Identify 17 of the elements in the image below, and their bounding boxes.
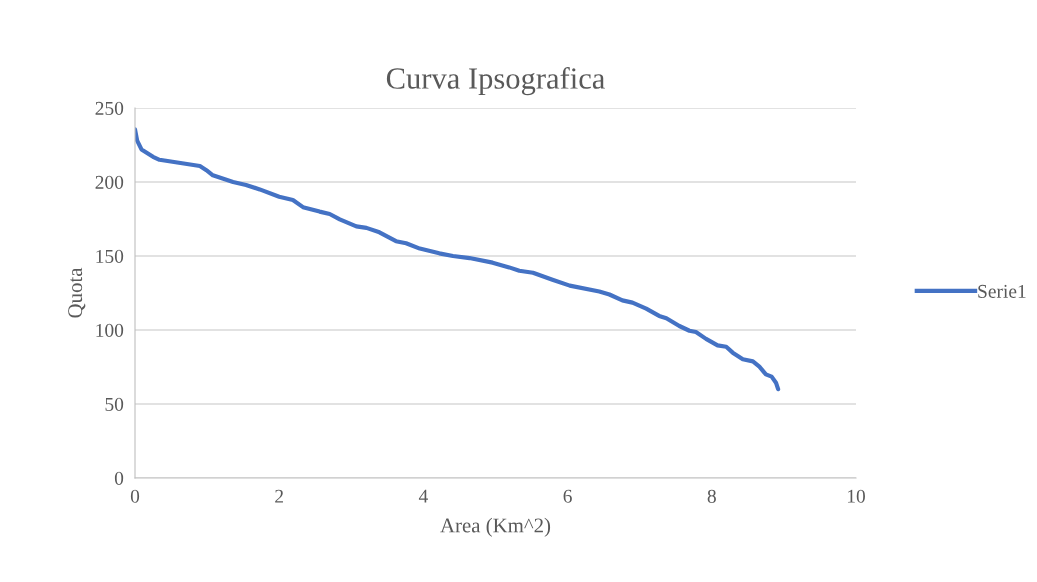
chart-title: Curva Ipsografica: [386, 67, 605, 96]
y-tick-label: 150: [96, 249, 124, 263]
legend-label: Serie1: [978, 284, 1026, 298]
y-tick-label: 0: [114, 471, 124, 485]
y-tick-label: 250: [95, 101, 124, 115]
x-tick-label: 6: [563, 489, 572, 503]
x-tick-label: 10: [847, 489, 865, 503]
line-series: [135, 127, 781, 392]
y-tick-label: 100: [96, 323, 124, 337]
y-tick-label: 50: [105, 397, 124, 411]
y-tick-label: 200: [95, 175, 124, 189]
x-tick-label: 8: [707, 489, 716, 503]
x-tick-label: 2: [275, 489, 283, 503]
y-axis-title: Quota: [68, 267, 86, 318]
x-axis-title: Area (Km^2): [440, 517, 551, 537]
x-tick-label: 4: [418, 489, 428, 503]
x-tick-label: 0: [130, 489, 140, 503]
